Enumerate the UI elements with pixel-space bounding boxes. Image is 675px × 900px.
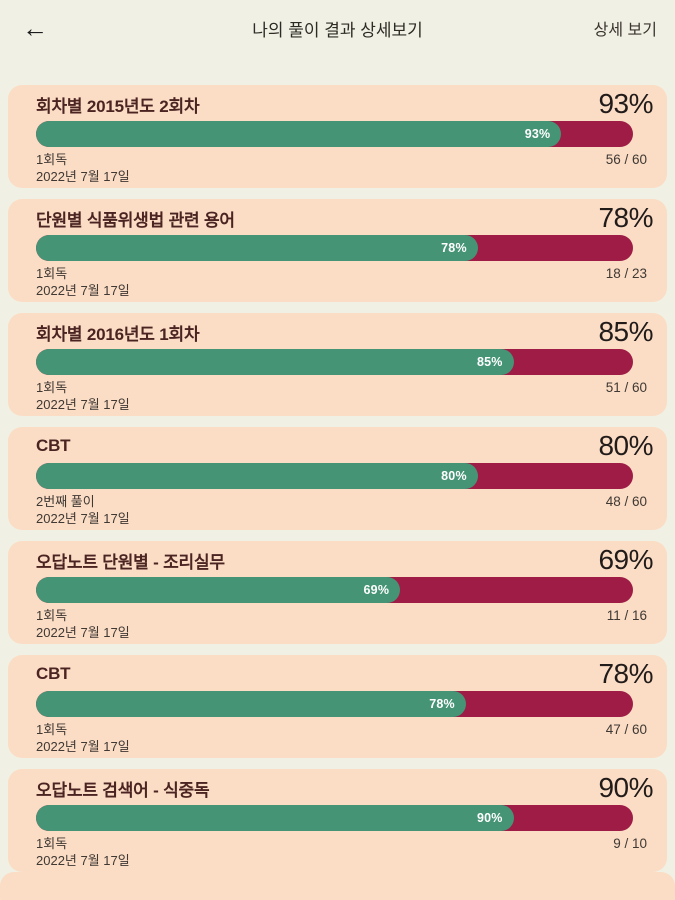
meta-left: 1회독 2022년 7월 17일: [36, 380, 130, 413]
progress-bar: 78%: [36, 235, 633, 261]
score-label: 56 / 60: [605, 152, 647, 167]
progress-bar: 80%: [36, 463, 633, 489]
meta-left: 2번째 풀이 2022년 7월 17일: [36, 494, 130, 527]
card-header-row: 오답노트 단원별 - 조리실무 69%: [36, 544, 653, 575]
card-header-row: 오답노트 검색어 - 식중독 90%: [36, 772, 653, 803]
card-meta-row: 1회독 2022년 7월 17일 18 / 23: [36, 266, 647, 299]
date-label: 2022년 7월 17일: [36, 396, 130, 412]
progress-fill: 78%: [36, 691, 466, 717]
date-label: 2022년 7월 17일: [36, 510, 130, 526]
card-header-row: CBT 78%: [36, 658, 653, 689]
result-card[interactable]: 회차별 2015년도 2회차 93% 93% 1회독 2022년 7월 17일 …: [8, 85, 667, 188]
result-title: 단원별 식품위생법 관련 용어: [36, 210, 235, 230]
progress-bar: 78%: [36, 691, 633, 717]
result-percent: 78%: [598, 202, 653, 233]
meta-left: 1회독 2022년 7월 17일: [36, 266, 130, 299]
progress-label: 93%: [524, 127, 551, 141]
result-percent: 69%: [598, 544, 653, 575]
score-label: 9 / 10: [613, 836, 647, 851]
card-header-row: 단원별 식품위생법 관련 용어 78%: [36, 202, 653, 233]
result-title: 오답노트 검색어 - 식중독: [36, 780, 210, 800]
result-card[interactable]: 오답노트 단원별 - 조리실무 69% 69% 1회독 2022년 7월 17일…: [8, 541, 667, 644]
next-card-partial[interactable]: [0, 872, 675, 900]
progress-label: 78%: [429, 697, 455, 711]
progress-fill: 93%: [36, 121, 562, 147]
date-label: 2022년 7월 17일: [36, 624, 130, 640]
progress-fill: 69%: [36, 577, 401, 603]
date-label: 2022년 7월 17일: [36, 168, 130, 184]
result-percent: 80%: [598, 430, 653, 461]
progress-label: 90%: [476, 811, 503, 825]
progress-bar: 69%: [36, 577, 633, 603]
score-label: 48 / 60: [605, 494, 647, 509]
progress-bar: 90%: [36, 805, 633, 831]
result-title: 회차별 2016년도 1회차: [36, 324, 200, 344]
attempt-label: 1회독: [36, 266, 68, 281]
result-card[interactable]: CBT 80% 80% 2번째 풀이 2022년 7월 17일 48 / 60: [8, 427, 667, 530]
result-card[interactable]: CBT 78% 78% 1회독 2022년 7월 17일 47 / 60: [8, 655, 667, 758]
progress-fill: 85%: [36, 349, 514, 375]
card-meta-row: 1회독 2022년 7월 17일 9 / 10: [36, 836, 647, 869]
results-list: 회차별 2015년도 2회차 93% 93% 1회독 2022년 7월 17일 …: [0, 85, 675, 872]
card-meta-row: 1회독 2022년 7월 17일 56 / 60: [36, 152, 647, 185]
meta-left: 1회독 2022년 7월 17일: [36, 836, 130, 869]
result-title: 오답노트 단원별 - 조리실무: [36, 552, 225, 572]
card-header-row: CBT 80%: [36, 430, 653, 461]
attempt-label: 2번째 풀이: [36, 494, 95, 509]
card-meta-row: 1회독 2022년 7월 17일 47 / 60: [36, 722, 647, 755]
result-title: CBT: [36, 436, 71, 455]
score-label: 47 / 60: [605, 722, 647, 737]
attempt-label: 1회독: [36, 608, 68, 623]
progress-label: 80%: [441, 469, 467, 483]
card-header-row: 회차별 2016년도 1회차 85%: [36, 316, 653, 347]
attempt-label: 1회독: [36, 722, 68, 737]
card-meta-row: 1회독 2022년 7월 17일 11 / 16: [36, 608, 647, 641]
result-card[interactable]: 오답노트 검색어 - 식중독 90% 90% 1회독 2022년 7월 17일 …: [8, 769, 667, 872]
progress-fill: 90%: [36, 805, 514, 831]
result-percent: 93%: [598, 88, 653, 119]
result-card[interactable]: 회차별 2016년도 1회차 85% 85% 1회독 2022년 7월 17일 …: [8, 313, 667, 416]
result-title: 회차별 2015년도 2회차: [36, 96, 200, 116]
attempt-label: 1회독: [36, 152, 68, 167]
header: ← 나의 풀이 결과 상세보기 상세 보기: [0, 0, 675, 56]
progress-fill: 78%: [36, 235, 478, 261]
back-arrow-icon[interactable]: ←: [18, 15, 52, 41]
progress-fill: 80%: [36, 463, 478, 489]
page-title: 나의 풀이 결과 상세보기: [252, 20, 423, 40]
result-card[interactable]: 단원별 식품위생법 관련 용어 78% 78% 1회독 2022년 7월 17일…: [8, 199, 667, 302]
attempt-label: 1회독: [36, 380, 68, 395]
date-label: 2022년 7월 17일: [36, 852, 130, 868]
result-title: CBT: [36, 664, 71, 683]
detail-view-button[interactable]: 상세 보기: [594, 16, 657, 40]
meta-left: 1회독 2022년 7월 17일: [36, 608, 130, 641]
score-label: 51 / 60: [605, 380, 647, 395]
attempt-label: 1회독: [36, 836, 68, 851]
progress-label: 85%: [476, 355, 503, 369]
card-meta-row: 1회독 2022년 7월 17일 51 / 60: [36, 380, 647, 413]
progress-bar: 93%: [36, 121, 633, 147]
date-label: 2022년 7월 17일: [36, 282, 130, 298]
meta-left: 1회독 2022년 7월 17일: [36, 722, 130, 755]
progress-bar: 85%: [36, 349, 633, 375]
score-label: 11 / 16: [606, 608, 647, 623]
card-header-row: 회차별 2015년도 2회차 93%: [36, 88, 653, 119]
meta-left: 1회독 2022년 7월 17일: [36, 152, 130, 185]
result-percent: 78%: [598, 658, 653, 689]
progress-label: 78%: [441, 241, 467, 255]
result-percent: 85%: [598, 316, 653, 347]
date-label: 2022년 7월 17일: [36, 738, 130, 754]
result-percent: 90%: [598, 772, 653, 803]
card-meta-row: 2번째 풀이 2022년 7월 17일 48 / 60: [36, 494, 647, 527]
progress-label: 69%: [363, 583, 390, 597]
score-label: 18 / 23: [605, 266, 647, 281]
